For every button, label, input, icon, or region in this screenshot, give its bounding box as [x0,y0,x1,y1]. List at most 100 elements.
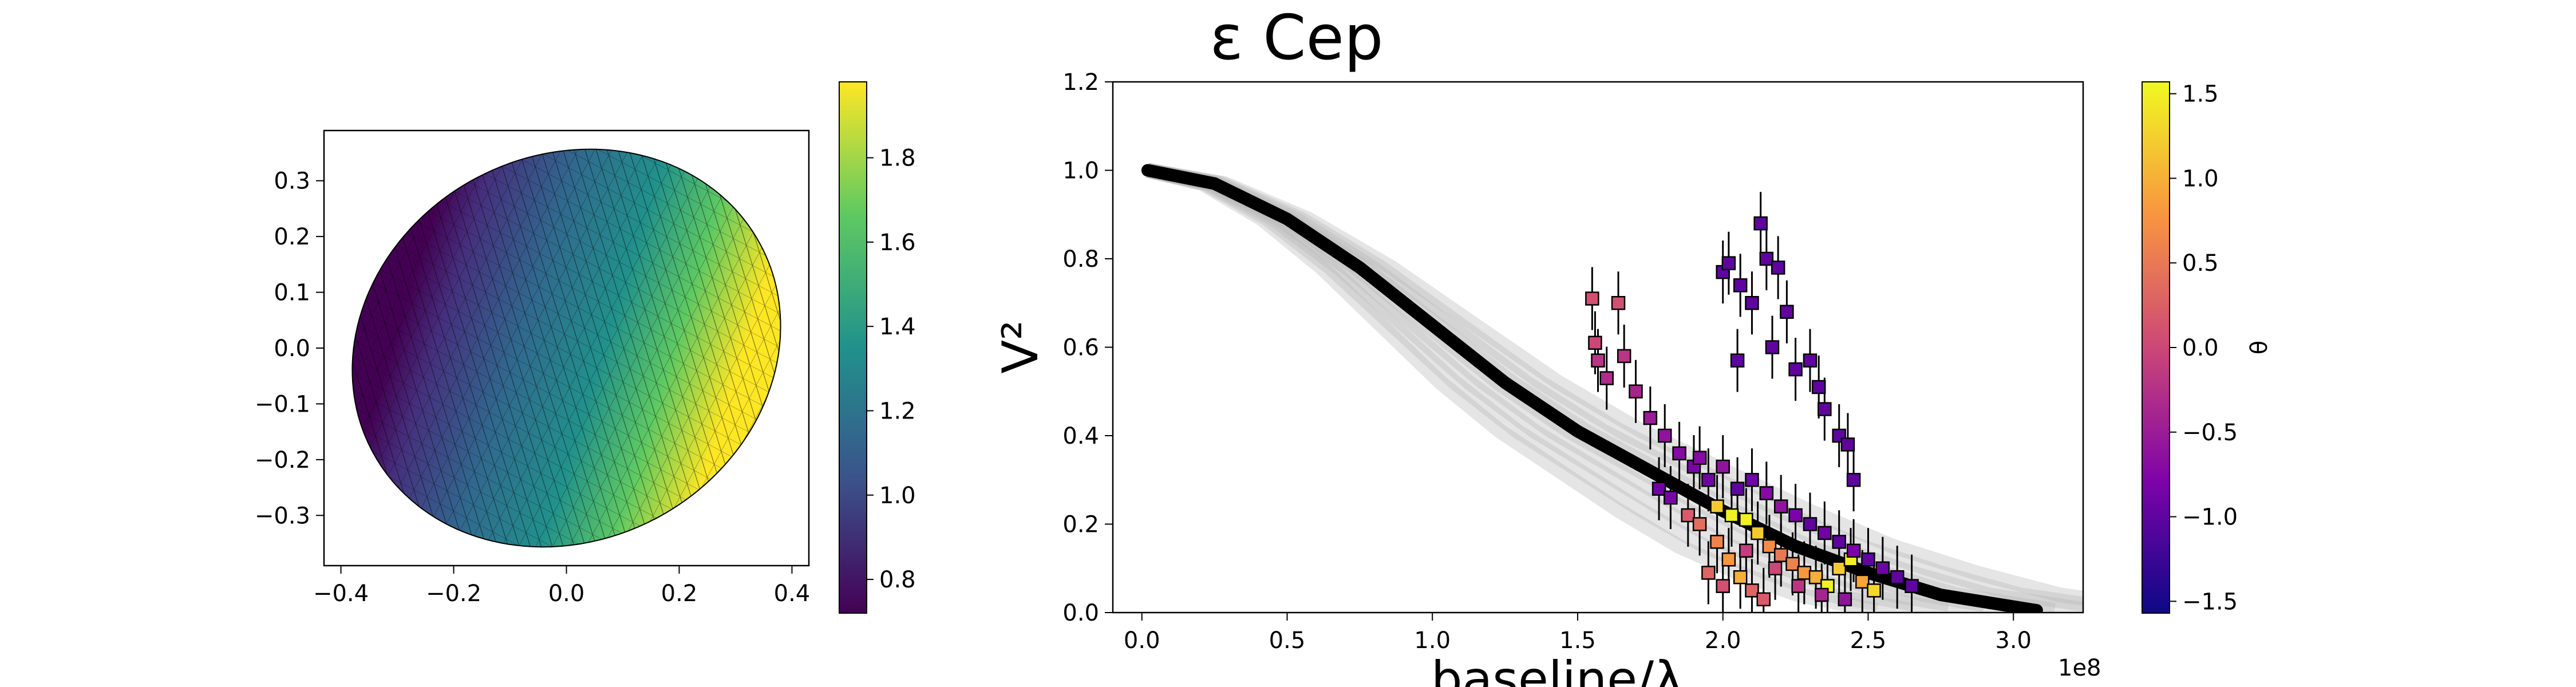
right-colorbar-tick-label: −0.5 [2182,420,2238,446]
data-point [1617,349,1631,364]
right-x-tick-label: 2.5 [1850,627,1887,654]
surface-mesh [324,131,809,566]
data-point [1838,592,1852,607]
data-point [1652,481,1666,496]
surface-map-panel: −0.4 −0.2 0.0 0.2 0.4 0.30.20.10.0−0.1−0.2−0… [255,81,916,614]
data-point [1664,490,1678,505]
right-y-tick-label: 0.6 [1062,335,1099,361]
data-point [1692,517,1707,531]
data-point [1832,535,1846,549]
visibility-plot-panel: ε Cep 0.0 0.5 1.0 1.5 2.0 2.5 3.0 0.0 0.2 0.4 0.6… [992,2,2273,687]
data-point [1890,570,1905,585]
left-y-tick-label: −0.1 [255,391,310,417]
data-point [1773,499,1788,514]
data-point [1768,561,1783,575]
model-curve-spread [1146,163,2083,612]
data-point [1818,402,1832,416]
data-point [1818,526,1832,540]
data-point [1759,486,1774,500]
left-y-tick-label: 0.3 [274,168,310,195]
data-point [1733,278,1748,293]
data-point [1808,570,1823,585]
right-x-tick-label: 2.0 [1705,627,1741,654]
data-point [1759,251,1774,266]
right-colorbar [2142,81,2170,614]
data-point [1599,371,1614,385]
right-x-ticks: 0.0 0.5 1.0 1.5 2.0 2.5 3.0 [1124,613,2032,654]
data-point [1710,499,1724,514]
data-point [1855,574,1870,589]
data-point [1672,446,1686,461]
data-point [1721,256,1736,270]
data-point [1788,508,1803,523]
right-colorbar-tick-label: 1.5 [2182,81,2219,108]
right-colorbar-tick-label: −1.5 [2182,589,2238,615]
data-point [1765,340,1780,354]
data-point [1716,579,1730,593]
right-y-tick-label: 0.4 [1062,423,1099,449]
right-x-tick-label: 1.5 [1559,627,1596,654]
data-point [1724,508,1739,523]
data-point [1716,459,1730,474]
chart-title: ε Cep [1210,2,1383,74]
left-colorbar-tick-label: 0.8 [879,567,916,593]
data-point [1780,305,1794,319]
left-colorbar-tick-label: 1.6 [879,230,916,256]
data-point [1588,335,1602,350]
data-point [1701,566,1716,580]
data-point [1773,548,1788,562]
data-point [1788,362,1803,377]
data-point [1739,543,1753,558]
left-y-tick-label: −0.3 [255,503,310,529]
data-point [1832,561,1846,575]
left-colorbar-ticks: 1.8 1.6 1.4 1.2 1.0 0.8 [867,145,916,593]
data-point [1629,384,1643,398]
right-y-tick-label: 0.8 [1062,246,1099,273]
right-y-tick-label: 0.2 [1062,512,1099,538]
left-colorbar-tick-label: 1.2 [879,398,916,424]
data-point [1611,296,1626,310]
data-point [1875,561,1890,575]
data-point [1657,428,1672,443]
data-point [1803,517,1818,531]
right-x-tick-label: 3.0 [1995,627,2032,654]
surface-outline [351,148,781,548]
data-point [1791,579,1805,593]
left-colorbar-tick-label: 1.0 [879,483,916,509]
data-point [1591,353,1605,368]
left-y-tick-label: 0.1 [274,280,310,306]
data-point [1701,473,1716,487]
left-x-tick-label: −0.4 [313,581,369,607]
data-point [1846,473,1861,487]
left-y-tick-label: 0.2 [274,224,310,250]
left-x-tick-label: −0.2 [426,581,481,607]
model-curve-spread [1145,163,1914,613]
data-points [1585,192,1919,613]
model-curves [1141,163,2083,613]
data-point [1745,583,1759,598]
data-point [1861,552,1875,567]
data-point [1815,587,1829,602]
data-point [1771,260,1785,275]
left-x-tick-label: 0.0 [548,581,585,607]
y-axis-label: V² [992,320,1049,373]
model-curve-spread [1146,163,2083,606]
right-colorbar-tick-label: −1.0 [2182,504,2238,531]
data-point [1730,481,1745,496]
left-y-ticks: 0.3 0.2 0.1 0.0 −0.1 −0.2 −0.3 [255,168,324,529]
data-point [1846,543,1861,558]
data-point [1692,451,1707,465]
left-y-tick-label: −0.2 [255,447,310,473]
data-point [1681,508,1696,523]
data-point [1762,539,1777,554]
right-colorbar-ticks: 1.5 1.0 0.5 0.0 −0.5 −1.0 −1.5 [2170,81,2238,615]
data-point [1811,380,1826,394]
colorbar-label: θ [2246,341,2273,354]
left-y-tick-label: 0.0 [274,335,310,362]
left-colorbar-tick-label: 1.4 [879,314,916,340]
data-point [1643,410,1658,425]
data-point [1785,556,1800,571]
right-colorbar-tick-label: 1.0 [2182,165,2219,192]
data-point [1751,526,1765,540]
